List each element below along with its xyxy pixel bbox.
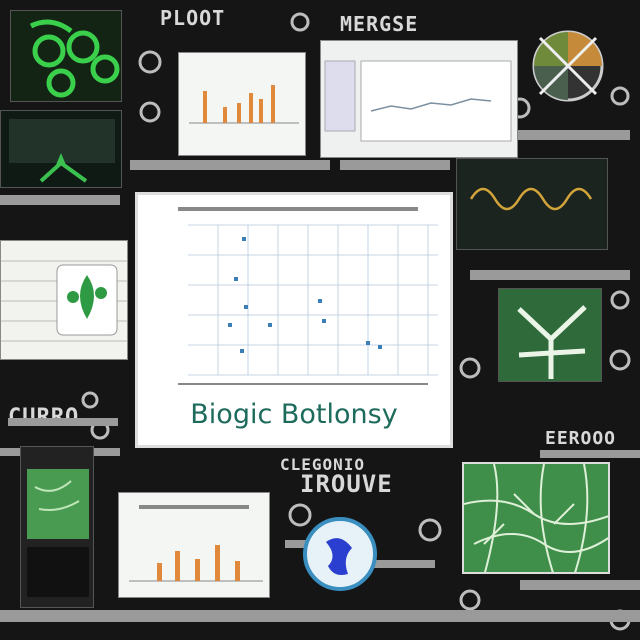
line-top-series xyxy=(370,98,492,112)
bar-top-3 xyxy=(237,103,241,123)
globe-circle xyxy=(302,516,378,592)
scatter-point xyxy=(378,345,382,349)
scatter-point xyxy=(240,349,244,353)
bar-top-5 xyxy=(259,99,263,123)
background-text-2: MERGSE xyxy=(340,12,419,36)
table-grid xyxy=(1,260,127,342)
leaf-vein-icon xyxy=(517,305,587,379)
leaf-vein-texture xyxy=(464,464,608,572)
background-text-1: PLOOT xyxy=(160,6,226,30)
bar-bottom-4 xyxy=(215,545,220,581)
phone-device xyxy=(20,446,94,608)
bar-top-1 xyxy=(203,91,207,123)
bar-bottom-3 xyxy=(195,559,200,581)
waveform-chart xyxy=(469,187,593,211)
scatter-chart-panel: Biogic Botlonsy xyxy=(135,192,453,448)
waveform-screen xyxy=(456,158,608,250)
scatter-point xyxy=(366,341,370,345)
line-chart-top xyxy=(324,60,512,142)
leaf-vein-panel-bottom xyxy=(462,462,610,574)
scatter-point xyxy=(242,237,246,241)
headline: Biogic Botlonsy xyxy=(190,399,398,430)
scatter-point xyxy=(244,305,248,309)
bar-top-6 xyxy=(271,85,275,123)
bar-chart-panel-top xyxy=(178,52,306,156)
bar-top-2 xyxy=(223,107,227,123)
scatter-points xyxy=(228,237,382,353)
scatter-point xyxy=(268,323,272,327)
phone-screen xyxy=(27,469,89,597)
line-chart-panel-top xyxy=(320,40,518,158)
bar-bottom-1 xyxy=(157,563,162,581)
bar-top-4 xyxy=(249,93,253,123)
globe-icon xyxy=(303,517,377,591)
leaf-icon-tile xyxy=(10,10,122,102)
table-panel-left xyxy=(0,240,128,360)
bar-bottom-2 xyxy=(175,551,180,581)
bar-chart-top xyxy=(189,85,299,124)
scatter-point xyxy=(234,277,238,281)
scatter-point xyxy=(322,319,326,323)
background-text-5: EEROOO xyxy=(545,428,617,449)
plant-icon xyxy=(9,119,115,183)
scatter-point xyxy=(228,323,232,327)
background-text-6: CLEGONIO xyxy=(280,455,366,474)
pie-chart-icon xyxy=(532,30,604,102)
leaf-vein-tile-right xyxy=(498,288,602,382)
background-text-4: IROUVE xyxy=(300,470,393,498)
bar-chart-bottom xyxy=(129,505,263,582)
scatter-grid xyxy=(188,224,438,376)
bar-chart-panel-bottom xyxy=(118,492,270,598)
leaf-icon xyxy=(29,19,120,98)
waveform-line xyxy=(469,187,593,211)
scatter-point xyxy=(318,299,322,303)
bar-bottom-5 xyxy=(235,561,240,581)
monitor-thumbnail xyxy=(0,110,122,188)
scatter-plot xyxy=(178,207,438,385)
pie-chart-circle xyxy=(530,28,606,104)
